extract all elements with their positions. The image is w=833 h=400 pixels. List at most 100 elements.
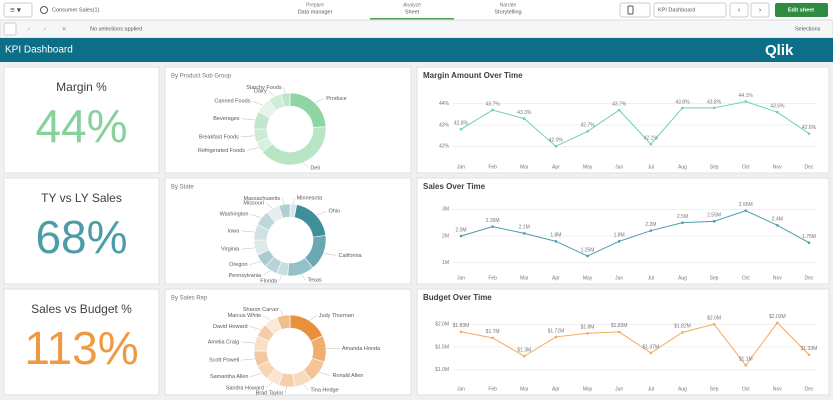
x-tick-label: Jan — [457, 386, 465, 392]
slice-label: Sharon Carver — [243, 307, 279, 313]
line — [460, 210, 810, 257]
card — [3, 66, 160, 174]
leader-line — [280, 309, 284, 316]
chart-title: By Product Sub Group — [171, 74, 232, 80]
point — [744, 363, 748, 367]
tab[interactable]: Storytelling — [494, 9, 521, 15]
slice-label: California — [338, 253, 362, 259]
x-tick-label: Jul — [648, 164, 654, 170]
pie-slice — [278, 203, 291, 219]
selections-button[interactable]: Selections — [795, 26, 821, 32]
slice-label: Brad Taylor — [256, 390, 284, 396]
slice-label: Iowa — [228, 228, 241, 234]
leader-line — [309, 315, 317, 321]
leader-line — [268, 90, 275, 97]
slice-label: Tina Hedge — [310, 388, 338, 394]
leader-line — [265, 203, 273, 209]
leader-line — [250, 372, 262, 377]
tab[interactable]: Sheet — [405, 9, 420, 15]
x-tick-label: Oct — [742, 386, 750, 392]
x-tick-label: Oct — [742, 275, 750, 281]
point — [522, 232, 526, 235]
slice-label: Ohio — [328, 209, 340, 215]
slice-label: David Howard — [213, 324, 248, 330]
slice-label: Samantha Allen — [210, 374, 249, 380]
y-tick-label: 42% — [439, 144, 450, 150]
leader-line — [314, 98, 325, 103]
step-back[interactable]: ‹ — [28, 26, 30, 32]
point — [649, 142, 653, 146]
x-tick-label: Jul — [648, 275, 654, 281]
edit-label: Edit sheet — [788, 7, 814, 13]
leader-line — [285, 386, 287, 393]
sheet-title: KPI Dashboard — [5, 45, 73, 56]
slice-label: Produce — [326, 96, 347, 102]
point — [459, 330, 463, 334]
x-tick-label: May — [583, 386, 593, 392]
point — [712, 106, 716, 110]
leader-line — [303, 384, 309, 391]
x-tick-label: May — [583, 275, 593, 281]
slice-label: Sandra Howard — [226, 385, 264, 391]
x-tick-label: Aug — [678, 164, 687, 170]
x-tick-label: Mar — [520, 275, 529, 281]
value-label: 2.4M — [772, 217, 783, 223]
selections-info: No selections applied — [90, 26, 142, 32]
sheet-name: KPI Dashboard — [658, 7, 695, 13]
value-label: 43.6% — [770, 104, 785, 110]
slice-label: Missouri — [243, 201, 263, 207]
point — [617, 108, 621, 112]
previous-sheet[interactable] — [729, 2, 749, 18]
x-tick-label: Dec — [805, 386, 814, 392]
slice-label: Texas — [307, 277, 322, 283]
value-label: 2.5M — [677, 214, 688, 220]
leader-line — [246, 147, 260, 151]
x-tick-label: Nov — [773, 386, 782, 392]
step-forward[interactable]: › — [44, 26, 46, 32]
slice-label: Florida — [260, 278, 278, 284]
next-sheet[interactable] — [750, 2, 770, 18]
y-tick-label: 1M — [442, 260, 449, 266]
device-button[interactable] — [619, 2, 651, 18]
menu-button[interactable] — [3, 2, 33, 18]
sheet-header — [0, 38, 833, 62]
x-tick-label: Aug — [678, 386, 687, 392]
edit-button[interactable] — [775, 3, 828, 17]
point — [491, 336, 494, 340]
value-label: $2.0M — [707, 315, 721, 321]
value-label: 42.0% — [549, 138, 564, 144]
selection-tool[interactable] — [3, 22, 17, 36]
slice-label: Marcus White — [228, 313, 262, 319]
point — [776, 110, 779, 114]
leader-line — [293, 198, 295, 205]
tab-label: Narrate — [500, 2, 517, 8]
value-label: $1.3M — [517, 347, 531, 353]
value-label: 2.95M — [739, 202, 753, 208]
slice-label: Massachusetts — [243, 196, 280, 202]
x-tick-label: Sep — [710, 386, 719, 392]
tab[interactable]: Data manager — [298, 9, 333, 15]
point — [459, 234, 463, 238]
chart-title: Sales Over Time — [423, 182, 486, 191]
y-tick-label: 43% — [439, 122, 450, 128]
slice-label: Refrigerated Foods — [198, 148, 245, 154]
app-name[interactable]: Consumer Sales(1) — [52, 7, 100, 13]
x-tick-label: Sep — [710, 275, 719, 281]
clear-selections[interactable]: ✕ — [62, 26, 66, 32]
slice-label: Washington — [220, 212, 249, 218]
slice-label: Oregon — [229, 262, 247, 268]
value-label: $1.33M — [801, 346, 818, 352]
pie-slice — [276, 314, 291, 331]
leader-line — [323, 253, 337, 256]
sheet-dropdown[interactable] — [653, 2, 727, 18]
kpi-title: Margin % — [56, 80, 107, 94]
x-tick-label: Feb — [488, 386, 497, 392]
point — [681, 221, 684, 224]
leader-line — [278, 275, 283, 282]
leader-line — [241, 358, 255, 361]
value-label: 2.2M — [645, 222, 656, 228]
x-tick-label: Jun — [615, 164, 623, 170]
value-label: 44.1% — [739, 93, 754, 99]
point — [522, 117, 526, 120]
